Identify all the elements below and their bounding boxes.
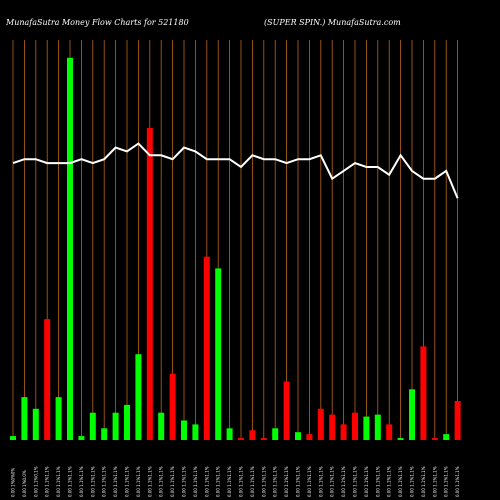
x-tick-label: 0.00 1.1%1.1% <box>227 466 232 497</box>
money-flow-line <box>12 142 459 199</box>
x-tick-label: 0.00 1.1%1.1% <box>375 466 380 497</box>
x-tick-label: 0.00 1.1%1.1% <box>79 466 84 497</box>
bar <box>306 434 313 440</box>
x-tick-label: 0.00 1.1%1.1% <box>341 466 346 497</box>
vertical-gridlines <box>12 40 459 440</box>
x-tick-label: 0.00 1.1%1.1% <box>410 466 415 497</box>
x-tick-label: 0.00 1.1%1.1% <box>159 466 164 497</box>
bar <box>226 428 233 440</box>
bar <box>158 412 165 440</box>
bar <box>340 424 347 440</box>
x-tick-label: 0.00 1.1%1.1% <box>444 466 449 497</box>
bar <box>443 434 450 440</box>
bar <box>420 346 427 440</box>
x-tick-label: 0.00 1.1%1.1% <box>250 466 255 497</box>
bar <box>101 428 108 440</box>
bar <box>44 319 51 440</box>
bar <box>67 57 73 441</box>
bar <box>329 414 336 440</box>
bar <box>283 381 290 440</box>
x-tick-label: 0.00 1%0%0% <box>11 468 16 497</box>
bar <box>272 428 279 440</box>
x-tick-label: 0.00 1.1%0.1% <box>33 466 38 497</box>
bar <box>238 438 244 440</box>
x-tick-label: 0.00 1.1%1.1% <box>455 466 460 497</box>
x-tick-label: 0.00 1.1%1.1% <box>330 466 335 497</box>
x-tick-label: 0.00 1.1%1.1% <box>136 466 141 497</box>
bar <box>169 373 176 440</box>
chart-title-right: (SUPER SPIN.) MunafaSutra.com <box>264 18 401 27</box>
x-tick-label: 0.00 1.1%1.1% <box>182 466 187 497</box>
x-tick-label: 0.00 1.1%1.1% <box>216 466 221 497</box>
bar <box>352 412 358 440</box>
x-tick-label: 0.00 1.1%1.1% <box>273 466 278 497</box>
bar <box>215 268 222 440</box>
x-tick-label: 0.00 1.1%1.1% <box>193 466 198 497</box>
bar <box>386 424 393 440</box>
x-tick-label: 0.00 1.1%1.1% <box>364 466 369 497</box>
x-tick-label: 0.00 1.1%1.1% <box>353 466 358 497</box>
x-tick-label: 0.00 1.1%1.1% <box>170 466 175 497</box>
bar <box>10 436 16 440</box>
x-tick-label: 0.00 1.1%1.1% <box>239 466 244 497</box>
bar <box>409 389 415 440</box>
bar <box>112 412 119 440</box>
x-tick-label: 0.00 1.1%1.1% <box>204 466 209 497</box>
bar <box>55 397 62 440</box>
x-tick-label: 0.00 1.1%1.1% <box>398 466 403 497</box>
chart-title-left: MunafaSutra Money Flow Charts for 521180 <box>5 18 189 27</box>
x-tick-label: 0.00 1.1%1.1% <box>421 466 426 497</box>
x-tick-label: 0.00 1.1%1.1% <box>90 466 95 497</box>
bar <box>249 430 256 440</box>
x-tick-label: 0.00 1.1%1.1% <box>102 466 107 497</box>
bar <box>203 256 210 440</box>
bar <box>260 438 267 440</box>
x-tick-label: 0.00 1.1%1.1% <box>296 466 301 497</box>
x-tick-label: 0.00 1.1%1.1% <box>45 466 50 497</box>
bar <box>32 408 39 440</box>
x-tick-label: 0.00 1.1%1.1% <box>307 466 312 497</box>
x-tick-label: 0.00 1.1%1.1% <box>387 466 392 497</box>
bar <box>317 408 324 440</box>
x-tick-label: 0.00 1.1%1.1% <box>147 466 152 497</box>
x-tick-label: 0.00 1%0.0% <box>22 470 27 497</box>
x-tick-label: 0.00 1.1%1.1% <box>56 466 61 497</box>
bar <box>135 354 142 440</box>
x-tick-label: 0.00 1.1%1.1% <box>318 466 323 497</box>
bar <box>146 128 153 440</box>
bar <box>21 397 28 440</box>
bar-series <box>10 57 461 441</box>
x-tick-label: 0.00 1.1%1.1% <box>125 466 130 497</box>
bar <box>431 438 438 440</box>
bar <box>181 420 187 440</box>
bar <box>397 438 404 440</box>
bar <box>295 432 301 440</box>
bar <box>363 416 370 440</box>
x-tick-label: 0.00 1.1%1.1% <box>113 466 118 497</box>
bar <box>374 414 381 440</box>
x-tick-labels: 0.00 1%0%0% 0.00 1%0.0% 0.00 1.1%0.1% 0.00 … <box>11 466 461 497</box>
bar <box>454 401 461 440</box>
bar <box>124 404 130 440</box>
x-tick-label: 0.00 1.1%1.1% <box>68 466 73 497</box>
bar <box>89 412 96 440</box>
x-tick-label: 0.00 1.1%1.1% <box>261 466 266 497</box>
x-tick-label: 0.00 1.1%1.1% <box>432 466 437 497</box>
bar <box>78 436 85 440</box>
x-tick-label: 0.00 1.1%1.1% <box>284 466 289 497</box>
bar <box>192 424 199 440</box>
